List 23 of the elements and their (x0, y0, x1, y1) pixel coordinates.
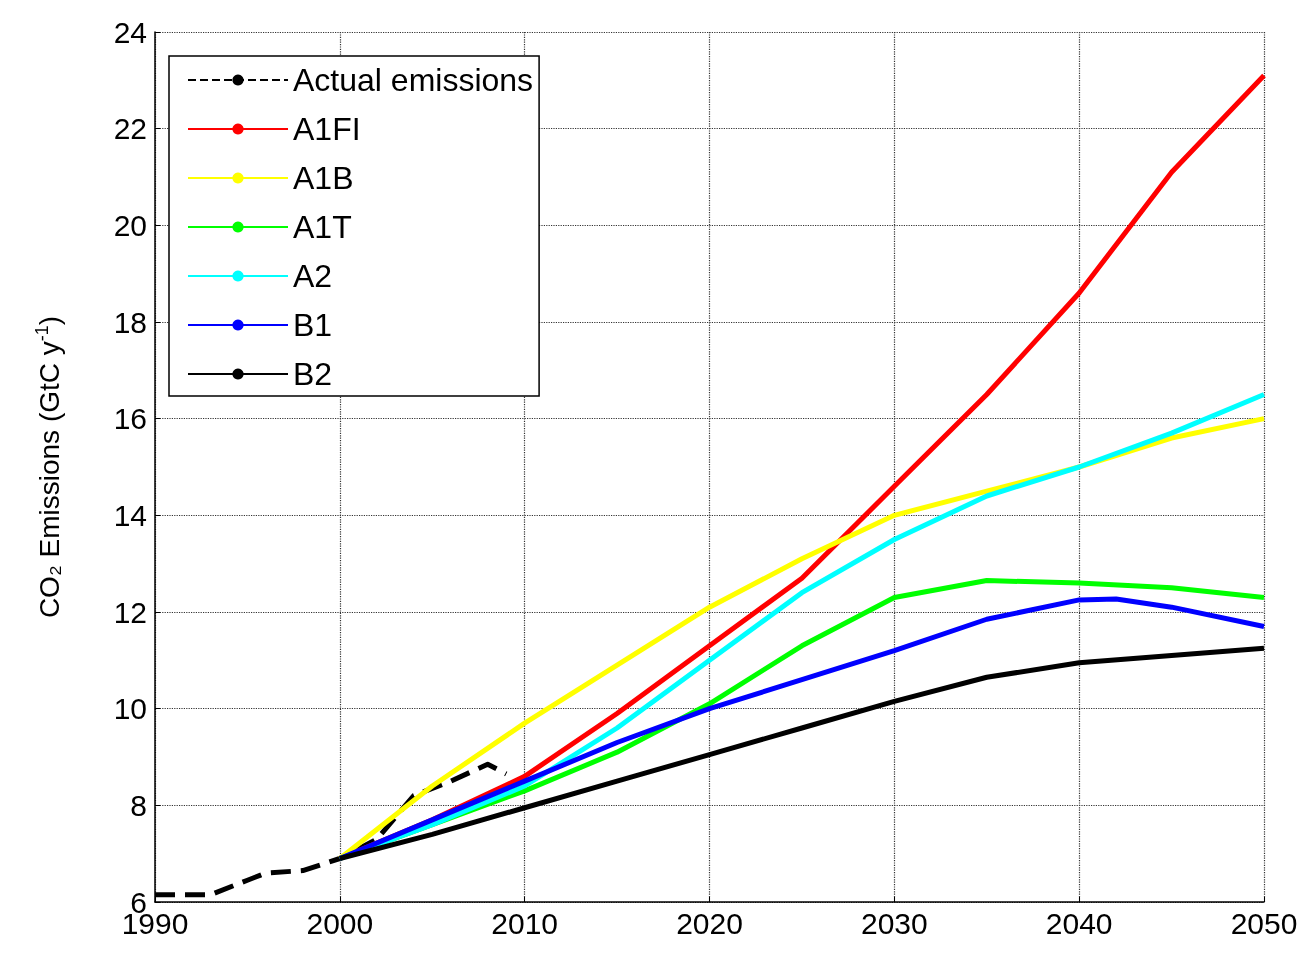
x-tick-label: 2030 (860, 906, 928, 940)
x-tick-label: 2050 (1230, 906, 1298, 940)
x-tick-label: 2000 (306, 906, 374, 940)
legend-label: A1B (293, 160, 354, 196)
y-tick-label: 16 (113, 402, 147, 436)
legend-label: Actual emissions (293, 62, 534, 98)
y-tick-label: 12 (113, 595, 147, 629)
y-tick-label: 20 (113, 208, 147, 242)
legend-label: A1FI (293, 111, 361, 147)
legend-label: B2 (293, 356, 333, 392)
y-tick-label: 10 (113, 692, 147, 726)
x-tick-label: 2020 (676, 906, 743, 940)
legend-label: A2 (293, 258, 333, 294)
y-tick-label: 8 (130, 788, 147, 822)
legend-label: A1T (293, 209, 352, 245)
y-axis-title: CO₂ Emissions (GtC y-1) (32, 315, 65, 619)
y-tick-label: 14 (113, 498, 147, 532)
x-tick-label: 2040 (1045, 906, 1113, 940)
y-tick-label: 24 (113, 15, 147, 49)
y-tick-label: 18 (113, 305, 147, 339)
x-tick-label: 2010 (491, 906, 559, 940)
y-tick-label: 22 (113, 112, 147, 146)
legend-label: B1 (293, 307, 333, 343)
